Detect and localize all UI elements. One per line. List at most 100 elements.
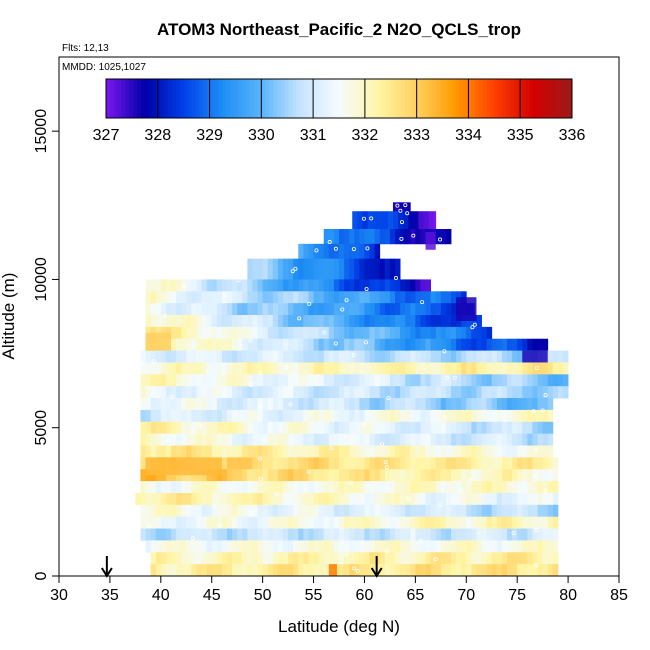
heat-cell [207,446,212,458]
heat-cell [487,469,492,481]
heat-cell [522,493,527,505]
heat-cell [298,410,303,422]
heat-cell [319,291,324,303]
heat-cell [517,422,522,434]
heat-cell [196,564,201,576]
heat-cell [502,517,507,529]
heat-cell [359,315,364,327]
heat-cell [156,279,161,291]
heat-cell [308,398,313,410]
heat-cell [441,529,446,541]
heat-cell [522,434,527,446]
colorbar-segment [382,79,386,118]
heat-cell [268,259,273,280]
heat-cell [212,493,217,505]
heat-cell [283,505,288,517]
heat-cell [268,505,273,517]
heat-cell [339,446,344,458]
heat-cell [482,398,487,410]
heat-cell [415,481,420,493]
heat-cell [517,505,522,517]
heat-cell [405,374,410,386]
heat-cell [298,398,303,410]
heat-cell [517,540,522,552]
heat-cell [186,315,191,327]
heat-cell [339,279,344,291]
heat-cell [293,564,298,576]
heat-cell [395,229,400,244]
heat-cell [420,351,425,363]
heat-cell [314,315,319,327]
colorbar-segment [281,79,285,118]
heat-cell [380,540,385,552]
colorbar-segment [114,79,118,118]
heat-cell [364,469,369,481]
heat-cell [456,529,461,541]
heat-cell [400,410,405,422]
heat-cell [273,374,278,386]
heat-cell [497,552,502,564]
heat-cell [156,386,161,398]
colorbar-segment [459,79,463,118]
heat-cell [293,517,298,529]
heat-cell [339,386,344,398]
heat-cell [329,481,334,493]
heat-cell [171,327,176,339]
heat-cell [293,493,298,505]
heat-cell [166,351,171,363]
heat-cell [471,422,476,434]
heat-cell [476,398,481,410]
heat-cell [354,410,359,422]
heat-cell [140,493,145,505]
heat-cell [268,469,273,481]
heat-cell [548,398,553,410]
heat-cell [390,327,395,339]
heat-cell [359,469,364,481]
heat-cell [293,540,298,552]
heat-cell [258,481,263,493]
heat-cell [222,529,227,541]
heat-cell [471,386,476,398]
heat-cell [482,351,487,363]
heat-cell [370,529,375,541]
heat-cell [252,552,257,564]
heat-cell [426,303,431,315]
heat-cell [273,517,278,529]
heat-cell [324,422,329,434]
heat-cell [451,327,456,339]
heat-cell [329,457,334,469]
heat-cell [314,303,319,315]
heat-cell [400,540,405,552]
heat-cell [146,493,151,505]
heat-cell [227,374,232,386]
heat-cell [166,422,171,434]
heat-cell [186,540,191,552]
heat-cell [370,351,375,363]
heat-cell [268,410,273,422]
heat-cell [512,540,517,552]
heat-cell [161,279,166,291]
heat-cell [278,351,283,363]
heat-cell [446,457,451,469]
heat-cell [196,327,201,339]
heat-cell [232,434,237,446]
heat-cell [242,374,247,386]
heat-cell [420,279,425,291]
heat-cell [324,410,329,422]
heat-cell [420,446,425,458]
heat-cell [303,493,308,505]
heat-cell [380,374,385,386]
heat-cell [441,229,446,244]
heat-cell [385,410,390,422]
heat-cell [502,362,507,374]
heat-cell [375,259,380,280]
colorbar-segment [133,79,137,118]
heat-cell [538,422,543,434]
heat-cell [532,552,537,564]
heat-cell [548,410,553,422]
heat-cell [451,351,456,363]
heat-cell [532,493,537,505]
heat-cell [202,505,207,517]
heat-cell [418,211,423,229]
heat-cell [431,481,436,493]
